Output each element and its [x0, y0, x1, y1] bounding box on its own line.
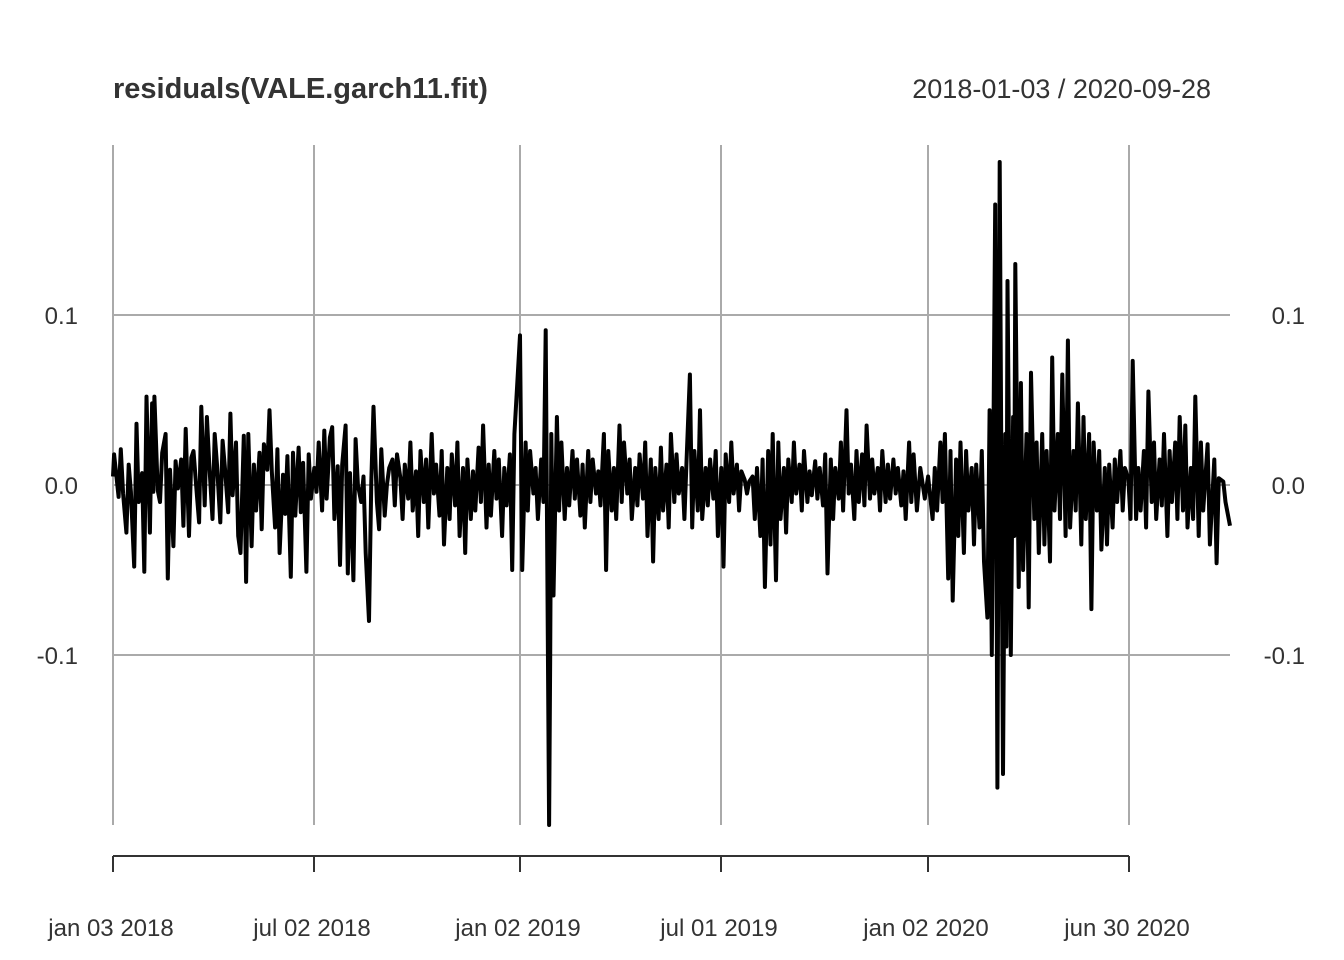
x-tick-label: jun 30 2020 [1063, 915, 1189, 942]
y-tick-label-left: -0.1 [37, 643, 78, 670]
x-tick-label: jul 01 2019 [659, 915, 777, 942]
y-axis-right-labels: -0.1 0.0 0.1 [1264, 303, 1305, 670]
y-tick-label-right: -0.1 [1264, 643, 1305, 670]
residuals-series-line [111, 160, 1232, 827]
y-tick-label-left: 0.1 [45, 303, 78, 330]
x-tick-label: jul 02 2018 [252, 915, 370, 942]
x-tick-label: jan 02 2020 [862, 915, 988, 942]
x-axis: jan 03 2018 jul 02 2018 jan 02 2019 jul 01 … [47, 855, 1190, 942]
x-tick-label: jan 03 2018 [47, 915, 173, 942]
chart-title: residuals(VALE.garch11.fit) [113, 73, 488, 105]
x-tick-label: jan 02 2019 [454, 915, 580, 942]
y-axis-left-labels: -0.1 0.0 0.1 [37, 303, 78, 670]
y-tick-label-left: 0.0 [45, 473, 78, 500]
y-tick-label-right: 0.1 [1272, 303, 1305, 330]
date-range-label: 2018-01-03 / 2020-09-28 [912, 74, 1211, 104]
y-tick-label-right: 0.0 [1272, 473, 1305, 500]
